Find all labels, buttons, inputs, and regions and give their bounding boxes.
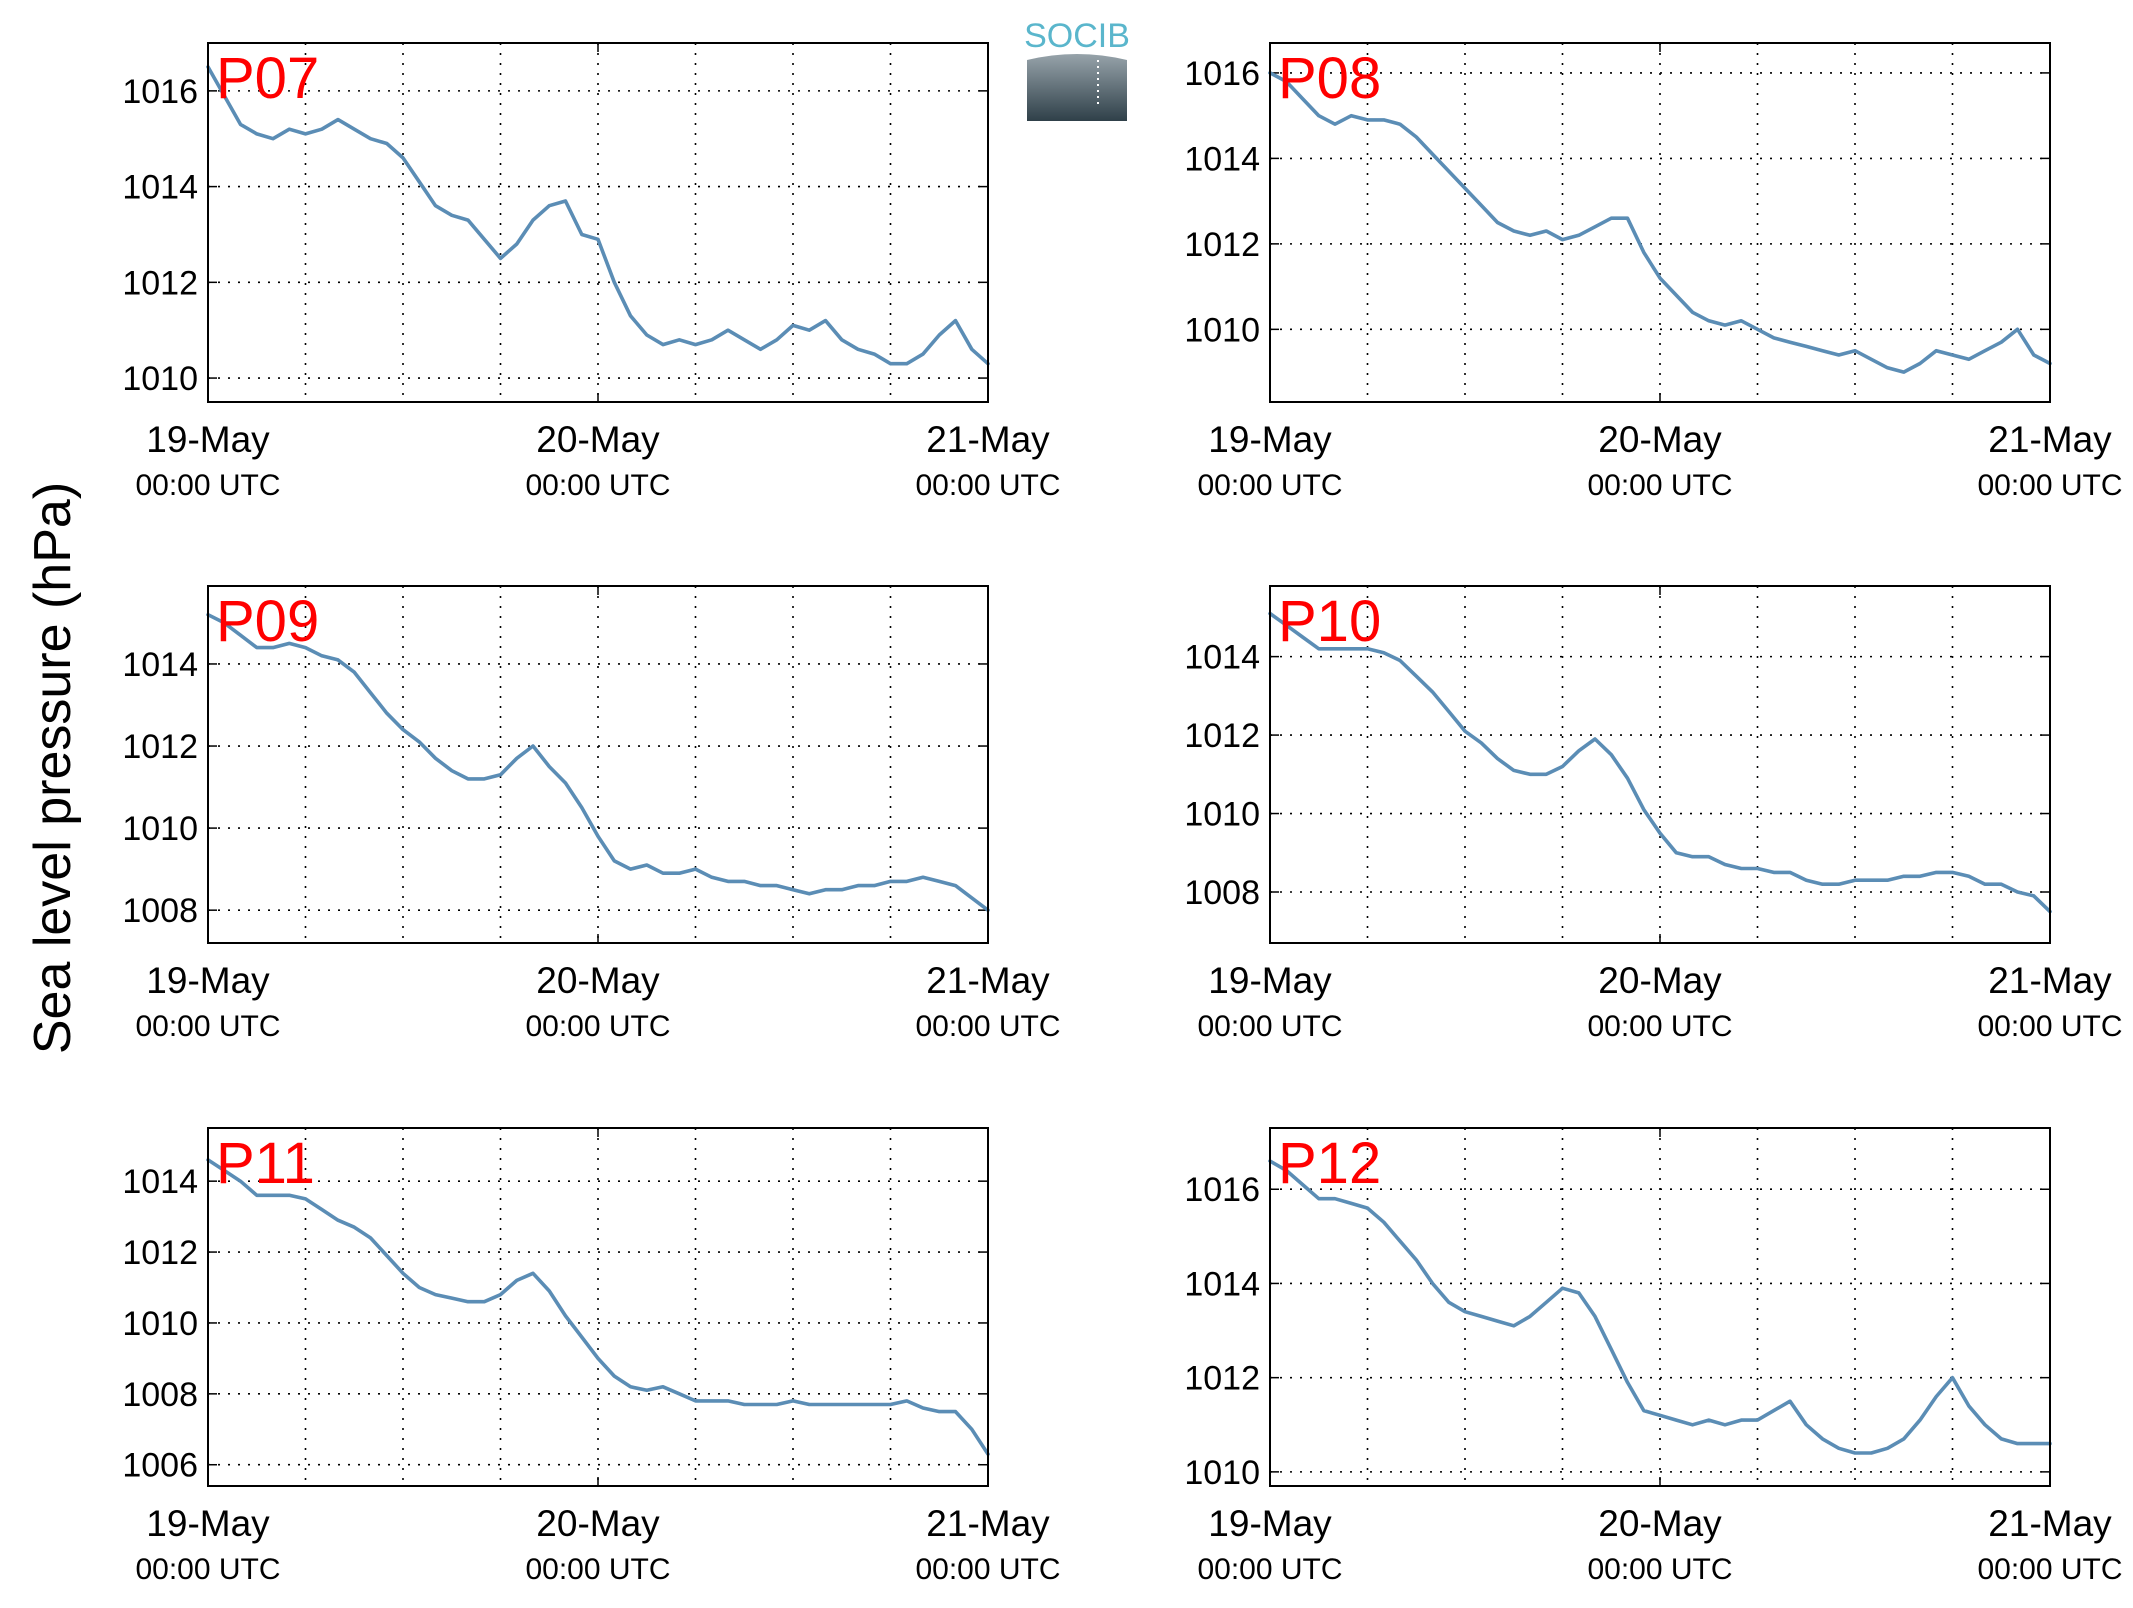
- x-tick-label-date: 20-May: [1598, 419, 1722, 460]
- x-tick-label-date: 19-May: [146, 1503, 270, 1544]
- y-tick-label: 1010: [1184, 796, 1260, 834]
- x-tick-label-date: 20-May: [536, 1503, 660, 1544]
- station-label: P12: [1278, 1131, 1381, 1196]
- y-tick-label: 1008: [122, 892, 198, 930]
- x-tick-label-time: 00:00 UTC: [1977, 469, 2122, 502]
- x-tick-label-time: 00:00 UTC: [915, 469, 1060, 502]
- y-tick-label: 1010: [122, 810, 198, 848]
- x-tick-label-time: 00:00 UTC: [915, 1553, 1060, 1586]
- x-tick-label-date: 21-May: [926, 419, 1050, 460]
- x-tick-label-date: 19-May: [1208, 419, 1332, 460]
- x-tick-label-time: 00:00 UTC: [1587, 1553, 1732, 1586]
- station-label: P09: [216, 589, 319, 654]
- x-tick-label-time: 00:00 UTC: [1587, 469, 1732, 502]
- x-tick-label-time: 00:00 UTC: [135, 1553, 280, 1586]
- y-tick-label: 1010: [1184, 311, 1260, 349]
- socib-logo: SOCIB: [1024, 17, 1130, 121]
- x-tick-label-time: 00:00 UTC: [1587, 1010, 1732, 1043]
- y-tick-label: 1008: [1184, 874, 1260, 912]
- y-tick-label: 1012: [1184, 226, 1260, 264]
- x-tick-label-date: 21-May: [1988, 1503, 2112, 1544]
- x-tick-label-date: 20-May: [1598, 960, 1722, 1001]
- panel-p12: 1010 1012 1014 1016 19-May 00:00 UTC 20-May 00:…: [1184, 1127, 2123, 1586]
- x-tick-label-time: 00:00 UTC: [525, 469, 670, 502]
- x-tick-label-time: 00:00 UTC: [135, 469, 280, 502]
- x-tick-label-date: 21-May: [1988, 960, 2112, 1001]
- x-tick-label-date: 19-May: [1208, 1503, 1332, 1544]
- y-tick-label: 1014: [1184, 140, 1260, 178]
- x-tick-label-date: 21-May: [926, 960, 1050, 1001]
- x-tick-label-time: 00:00 UTC: [1197, 469, 1342, 502]
- x-tick-label-date: 20-May: [536, 419, 660, 460]
- y-tick-label: 1012: [122, 264, 198, 302]
- x-tick-label-date: 20-May: [1598, 1503, 1722, 1544]
- y-axis-title: Sea level pressure (hPa): [24, 482, 82, 1054]
- x-tick-label-time: 00:00 UTC: [915, 1010, 1060, 1043]
- axes-frame: [1269, 585, 2051, 944]
- y-tick-label: 1012: [122, 1234, 198, 1272]
- panel-p08: 1010 1012 1014 1016 19-May 00:00 UTC 20-May 00:…: [1184, 42, 2123, 502]
- panel-p09: 1008 1010 1012 1014 19-May 00:00 UTC 20-May 00:…: [122, 585, 1061, 1043]
- axes-frame: [207, 1127, 989, 1487]
- y-tick-label: 1014: [122, 646, 198, 684]
- y-tick-label: 1012: [122, 728, 198, 766]
- y-tick-label: 1012: [1184, 1360, 1260, 1398]
- station-label: P11: [216, 1131, 315, 1196]
- y-tick-label: 1014: [122, 169, 198, 207]
- series-line-p10: [1268, 611, 2052, 914]
- y-tick-label: 1014: [1184, 1265, 1260, 1303]
- station-label: P08: [1278, 46, 1381, 111]
- x-tick-label-date: 20-May: [536, 960, 660, 1001]
- x-tick-label-date: 21-May: [926, 1503, 1050, 1544]
- y-tick-label: 1014: [122, 1163, 198, 1201]
- y-tick-label: 1012: [1184, 717, 1260, 755]
- x-tick-label-time: 00:00 UTC: [1197, 1010, 1342, 1043]
- panel-p11: 1006 1008 1010 1012 1014 19-May 00:00 UTC 20-Ma…: [122, 1127, 1061, 1586]
- x-tick-label-time: 00:00 UTC: [135, 1010, 280, 1043]
- y-tick-label: 1010: [1184, 1454, 1260, 1492]
- y-tick-label: 1016: [1184, 1171, 1260, 1209]
- series-line-p11: [206, 1158, 990, 1456]
- y-tick-label: 1010: [122, 1305, 198, 1343]
- y-tick-label: 1016: [1184, 55, 1260, 93]
- x-tick-label-date: 19-May: [1208, 960, 1332, 1001]
- axes-frame: [1269, 1127, 2051, 1487]
- series-line-p07: [206, 65, 990, 366]
- x-tick-label-time: 00:00 UTC: [1977, 1010, 2122, 1043]
- series-line-p09: [206, 612, 990, 913]
- station-label: P10: [1278, 589, 1381, 654]
- axes-frame: [207, 585, 989, 944]
- x-tick-label-date: 21-May: [1988, 419, 2112, 460]
- panel-p10: 1008 1010 1012 1014 19-May 00:00 UTC 20-May 00:…: [1184, 585, 2123, 1043]
- x-tick-label-date: 19-May: [146, 960, 270, 1001]
- y-tick-label: 1016: [122, 73, 198, 111]
- panel-p07: 1010 1012 1014 1016 19-May 00:00 UTC 20-May 00:…: [122, 42, 1061, 502]
- logo-text: SOCIB: [1024, 17, 1130, 55]
- x-tick-label-time: 00:00 UTC: [1197, 1553, 1342, 1586]
- logo-wave: [1027, 52, 1127, 60]
- station-label: P07: [216, 46, 319, 111]
- y-tick-label: 1006: [122, 1447, 198, 1485]
- axes-frame: [207, 42, 989, 403]
- x-tick-label-time: 00:00 UTC: [525, 1010, 670, 1043]
- y-tick-label: 1010: [122, 360, 198, 398]
- series-line-p08: [1268, 71, 2052, 374]
- y-tick-label: 1014: [1184, 639, 1260, 677]
- y-tick-label: 1008: [122, 1376, 198, 1414]
- logo-block: [1027, 52, 1127, 121]
- x-tick-label-time: 00:00 UTC: [525, 1553, 670, 1586]
- axes-frame: [1269, 42, 2051, 403]
- x-tick-label-time: 00:00 UTC: [1977, 1553, 2122, 1586]
- series-line-p12: [1268, 1159, 2052, 1455]
- x-tick-label-date: 19-May: [146, 419, 270, 460]
